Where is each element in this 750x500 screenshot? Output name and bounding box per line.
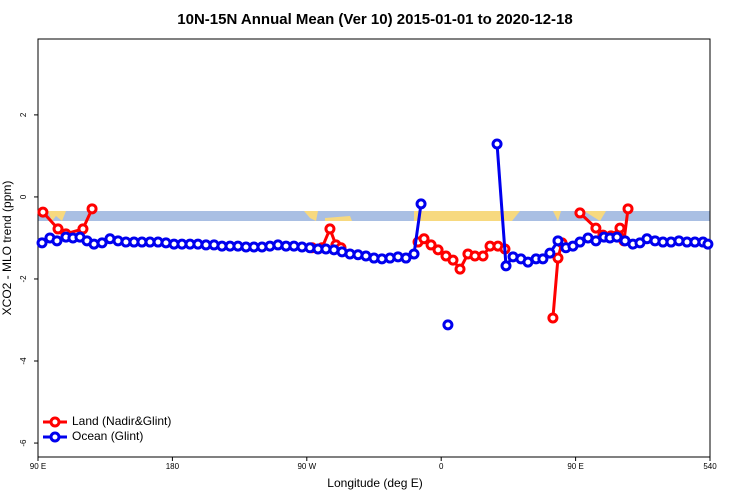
series-point: [400, 252, 412, 264]
series-point: [500, 260, 512, 272]
series-point: [614, 222, 626, 234]
band-land: [553, 211, 561, 221]
series-point: [51, 235, 63, 247]
band-ocean: [38, 211, 710, 221]
legend-marker: [49, 416, 61, 428]
y-tick-label: -2: [19, 275, 28, 283]
series-point: [702, 238, 714, 250]
series-point: [425, 239, 437, 251]
series-point: [447, 254, 459, 266]
series-point: [418, 233, 430, 245]
y-axis-label: XCO2 - MLO trend (ppm): [0, 181, 14, 316]
series-point: [552, 252, 564, 264]
x-axis-label: Longitude (deg E): [327, 476, 422, 490]
band-land: [48, 211, 66, 221]
x-tick-label: 0: [439, 462, 444, 471]
series-point: [415, 198, 427, 210]
legend-label: Land (Nadir&Glint): [72, 414, 171, 428]
series-point: [442, 319, 454, 331]
band-land: [325, 216, 352, 221]
series-point: [574, 207, 586, 219]
x-tick-label: 90 W: [297, 462, 316, 471]
series-point: [544, 247, 556, 259]
x-tick-label: 540: [703, 462, 717, 471]
legend: Land (Nadir&Glint)Ocean (Glint): [43, 414, 171, 443]
series-point: [96, 237, 108, 249]
band-land: [304, 211, 318, 221]
y-tick-label: -4: [19, 357, 28, 365]
legend-label: Ocean (Glint): [72, 429, 143, 443]
series-point: [36, 237, 48, 249]
series-point: [454, 263, 466, 275]
y-tick-label: 0: [19, 194, 28, 199]
series-point: [537, 253, 549, 265]
series-point: [477, 250, 489, 262]
series-point: [86, 203, 98, 215]
band-land: [414, 211, 520, 221]
series-point: [622, 203, 634, 215]
series-point: [324, 223, 336, 235]
series-point: [52, 223, 64, 235]
series-point: [552, 235, 564, 247]
land-ocean-band: [38, 211, 710, 221]
series-point: [432, 244, 444, 256]
series-point: [491, 138, 503, 150]
y-tick-label: -6: [19, 439, 28, 447]
series-point: [37, 206, 49, 218]
chart-title: 10N-15N Annual Mean (Ver 10) 2015-01-01 …: [177, 11, 572, 28]
series-point: [408, 248, 420, 260]
x-tick-label: 90 E: [567, 462, 583, 471]
data-layer: 90 E 180 90 W 0 90 E 540 -6 -4 -2 0 2 Land (Nadir&G…: [19, 112, 717, 471]
series-point: [590, 222, 602, 234]
y-tick-label: 2: [19, 112, 28, 117]
x-tick-label: 90 E: [30, 462, 46, 471]
band-land: [584, 211, 606, 221]
legend-marker: [49, 431, 61, 443]
series-point: [547, 312, 559, 324]
x-tick-label: 180: [166, 462, 180, 471]
series-point: [574, 236, 586, 248]
